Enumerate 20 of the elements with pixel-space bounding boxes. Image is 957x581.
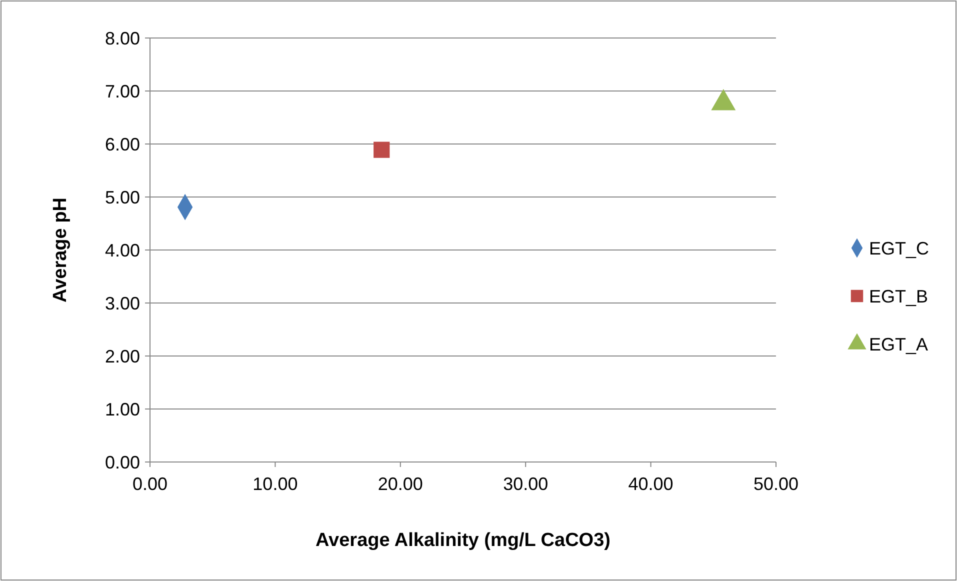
y-tick-label: 2.00	[104, 346, 140, 366]
legend-label: EGT_C	[869, 238, 930, 258]
legend-label: EGT_A	[869, 334, 928, 354]
x-tick-label: 10.00	[252, 474, 298, 494]
y-tick-label: 0.00	[104, 452, 140, 472]
y-axis-title: Average pH	[50, 198, 71, 302]
y-tick-label: 3.00	[104, 293, 140, 314]
x-tick-label: 40.00	[628, 474, 674, 494]
y-tick-label: 8.00	[104, 28, 140, 48]
x-axis-title: Average Alkalinity (mg/L CaCO3)	[316, 530, 610, 551]
y-tick-label: 1.00	[104, 399, 140, 420]
y-tick-label: 7.00	[104, 81, 140, 102]
x-tick-label: 30.00	[503, 474, 548, 494]
y-tick-label: 6.00	[104, 134, 140, 154]
y-tick-label: 5.00	[104, 187, 140, 208]
y-tick-label: 4.00	[104, 240, 140, 260]
legend-label: EGT_B	[869, 286, 928, 306]
x-tick-label: 0.00	[132, 474, 168, 494]
x-tick-label: 50.00	[753, 474, 799, 494]
x-tick-label: 20.00	[378, 474, 423, 494]
